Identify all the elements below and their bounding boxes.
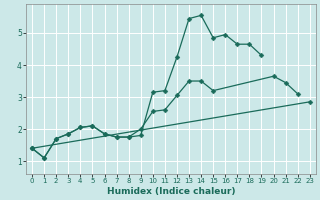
X-axis label: Humidex (Indice chaleur): Humidex (Indice chaleur) [107,187,235,196]
